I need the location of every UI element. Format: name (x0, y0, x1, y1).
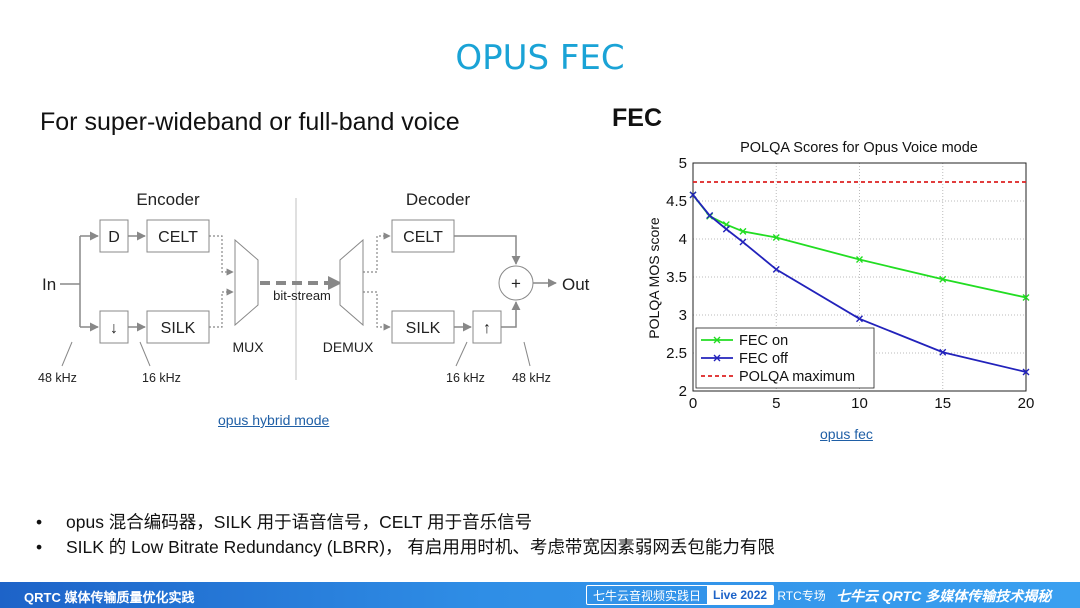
celt-encoder-label: CELT (158, 229, 198, 246)
legend-label: FEC off (739, 351, 789, 367)
encoder-label: Encoder (136, 190, 200, 209)
y-tick-label: 3 (679, 307, 687, 324)
footer-session-tag: · RTC专场 (770, 589, 826, 603)
data-point (706, 211, 714, 219)
opus-fec-link[interactable]: opus fec (820, 426, 873, 442)
bullet-text: SILK 的 Low Bitrate Redundancy (LBRR)， 有启… (66, 537, 775, 557)
sum-label: + (511, 274, 521, 293)
data-point (939, 348, 947, 356)
decoder-label: Decoder (406, 190, 471, 209)
opus-hybrid-diagram: Encoder Decoder In D ↓ CELT SILK MUX bit… (38, 190, 590, 385)
silk-encoder-block (146, 310, 210, 344)
fec-label: FEC (612, 104, 662, 132)
bullet-item: • SILK 的 Low Bitrate Redundancy (LBRR)， … (30, 535, 775, 560)
data-point (689, 191, 697, 199)
series-line-0 (692, 194, 1027, 299)
bullet-dot: • (36, 537, 43, 557)
footer-bar: QRTC 媒体传输质量优化实践 七牛云音视频实践日 Live 2022 · RT… (0, 582, 1080, 608)
bitstream-label: bit-stream (273, 288, 331, 303)
slide-title: OPUS FEC (455, 38, 625, 78)
demux-block (339, 238, 364, 327)
polqa-chart: POLQA Scores for Opus Voice mode POLQA M… (646, 140, 1035, 412)
data-point (939, 275, 947, 283)
data-point (1022, 294, 1030, 302)
data-point (739, 227, 747, 235)
delay-block (99, 219, 129, 253)
footer-event-name: 七牛云音视频实践日 (593, 588, 702, 603)
legend-label: POLQA maximum (739, 369, 855, 385)
x-tick-label: 20 (1018, 395, 1035, 412)
chart-title: POLQA Scores for Opus Voice mode (740, 140, 978, 156)
mux-block (234, 238, 259, 327)
rate-48-in: 48 kHz (38, 371, 77, 385)
mux-label: MUX (232, 339, 264, 355)
bullet-text: opus 混合编码器，SILK 用于语音信号，CELT 用于音乐信号 (66, 512, 533, 532)
data-point (739, 238, 747, 246)
data-point (772, 233, 780, 241)
opus-hybrid-mode-link[interactable]: opus hybrid mode (218, 412, 330, 428)
data-point (722, 225, 730, 233)
x-tick-label: 5 (772, 395, 780, 412)
y-tick-label: 2 (679, 383, 687, 400)
data-point (856, 315, 863, 323)
demux-label: DEMUX (323, 339, 374, 355)
y-tick-label: 3.5 (666, 269, 687, 286)
y-tick-label: 4 (679, 231, 687, 248)
slide-subtitle: For super-wideband or full-band voice (40, 108, 460, 136)
upsample-label: ↑ (483, 320, 491, 337)
footer-right-title: 七牛云 QRTC 多媒体传输技术揭秘 (836, 588, 1052, 604)
legend-marker (713, 336, 721, 344)
legend-marker (713, 354, 721, 362)
output-label: Out (562, 275, 590, 294)
data-point (1022, 368, 1030, 376)
x-tick-label: 10 (851, 395, 868, 412)
input-label: In (42, 275, 56, 294)
y-tick-label: 2.5 (666, 345, 687, 362)
rate-16-in: 16 kHz (142, 371, 181, 385)
y-axis-label: POLQA MOS score (646, 217, 662, 339)
bullet-dot: • (36, 512, 43, 532)
celt-decoder-label: CELT (403, 229, 443, 246)
celt-decoder-block (391, 219, 455, 253)
footer-live-badge: Live 2022 (707, 586, 774, 604)
x-tick-label: 0 (689, 395, 697, 412)
silk-encoder-label: SILK (161, 320, 196, 337)
downsample-block (99, 310, 129, 344)
footer-left-title: QRTC 媒体传输质量优化实践 (24, 590, 195, 605)
downsample-label: ↓ (110, 320, 118, 337)
footer-event-badge: 七牛云音视频实践日 Live 2022 (586, 585, 775, 605)
y-tick-label: 5 (679, 155, 687, 172)
bullet-list: • opus 混合编码器，SILK 用于语音信号，CELT 用于音乐信号 • S… (30, 510, 775, 560)
legend-label: FEC on (739, 333, 788, 349)
silk-decoder-label: SILK (406, 320, 441, 337)
data-point (856, 256, 863, 264)
rate-16-out: 16 kHz (446, 371, 485, 385)
rate-48-out: 48 kHz (512, 371, 551, 385)
chart-legend: FEC on FEC off POLQA maximum (695, 327, 875, 389)
y-tick-label: 4.5 (666, 193, 687, 210)
data-point (772, 265, 780, 273)
x-tick-label: 15 (934, 395, 951, 412)
bullet-item: • opus 混合编码器，SILK 用于语音信号，CELT 用于音乐信号 (30, 510, 775, 535)
delay-label: D (108, 229, 120, 246)
plot-frame (692, 162, 1027, 392)
